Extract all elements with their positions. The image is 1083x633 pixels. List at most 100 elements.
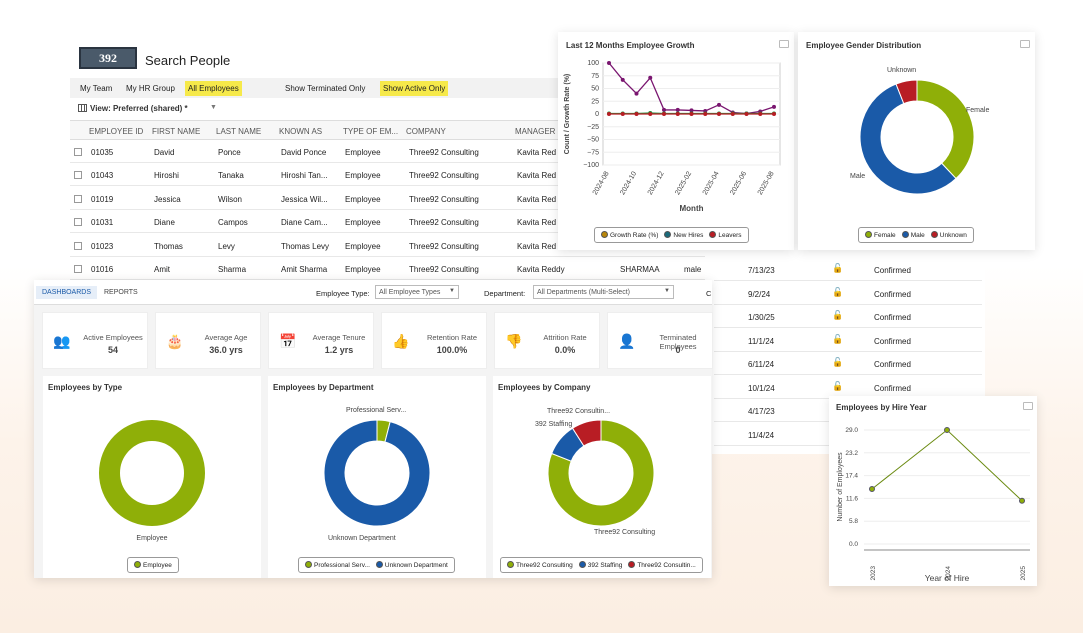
tab-reports[interactable]: REPORTS	[104, 289, 138, 296]
lock-icon[interactable]: 🔓	[832, 333, 844, 344]
kpi-value: 0	[675, 345, 681, 355]
table-cell: 01031	[91, 218, 114, 228]
kpi-label: Average Tenure	[312, 333, 366, 342]
kpi-card: 🎂 Average Age 36.0 yrs	[155, 312, 261, 369]
status-cell: Confirmed	[874, 289, 911, 299]
chart-menu-icon[interactable]	[1023, 402, 1033, 410]
kpi-value: 100.0%	[436, 345, 468, 355]
col-type[interactable]: TYPE OF EM...	[343, 127, 399, 136]
employee-type-select[interactable]: All Employee Types ▼	[375, 285, 459, 299]
status-cell: Confirmed	[874, 336, 911, 346]
legend-item-leavers: Leavers	[709, 231, 742, 239]
chart-menu-icon[interactable]	[779, 40, 789, 48]
row-checkbox[interactable]	[74, 148, 82, 156]
table-cell: Thomas	[154, 241, 183, 251]
table-row[interactable]: 01019 Jessica Wilson Jessica Wil... Employee…	[70, 187, 715, 210]
chart-menu-icon[interactable]	[1020, 40, 1030, 48]
toolbar-trailing-text: C	[706, 289, 712, 298]
view-selector[interactable]: View: Preferred (shared) *	[90, 104, 188, 113]
table-cell: Kavita Red	[517, 241, 557, 251]
col-known-as[interactable]: KNOWN AS	[279, 127, 323, 136]
table-row[interactable]: 1/30/25 🔓 Confirmed	[714, 305, 982, 328]
hire-date-cell: 7/13/23	[748, 266, 775, 275]
kpi-card: 👥 Active Employees 54	[42, 312, 148, 369]
col-first-name[interactable]: FIRST NAME	[152, 127, 201, 136]
table-row[interactable]: 11/1/24 🔓 Confirmed	[714, 329, 982, 352]
row-checkbox[interactable]	[74, 218, 82, 227]
table-row[interactable]: 01023 Thomas Levy Thomas Levy Employee Three9…	[70, 234, 715, 257]
tab-all-employees[interactable]: All Employees	[185, 81, 242, 96]
hire-date-cell: 1/30/25	[748, 313, 775, 322]
kpi-value: 54	[107, 345, 118, 355]
legend-item-female: Female	[865, 231, 896, 239]
tab-dashboards[interactable]: DASHBOARDS	[36, 286, 98, 299]
table-cell: Campos	[218, 218, 248, 228]
table-row[interactable]: 01043 Hiroshi Tanaka Hiroshi Tan... Employee…	[70, 163, 715, 187]
table-row[interactable]: 9/2/24 🔓 Confirmed	[714, 282, 982, 305]
table-row[interactable]: 01035 David Ponce David Ponce Employee Three9…	[70, 140, 715, 163]
table-cell: Tanaka	[218, 171, 244, 181]
tab-my-hr-group[interactable]: My HR Group	[126, 84, 175, 93]
table-cell: Three92 Consulting	[409, 265, 479, 274]
chevron-down-icon[interactable]: ▼	[210, 104, 217, 111]
lock-icon[interactable]: 🔓	[832, 380, 844, 391]
lock-icon[interactable]: 🔓	[832, 357, 844, 367]
row-checkbox[interactable]	[74, 241, 82, 250]
card-employees-by-company	[493, 376, 711, 578]
row-checkbox[interactable]	[74, 265, 82, 273]
table-cell: 01016	[91, 265, 114, 274]
table-cell: Hiroshi Tan...	[281, 171, 328, 181]
table-cell: 01035	[91, 148, 114, 157]
table-cell: 01019	[91, 194, 114, 204]
table-row[interactable]: 7/13/23 🔓 Confirmed	[714, 258, 982, 281]
hire-date-cell: 11/1/24	[748, 336, 775, 346]
kpi-label: Attrition Rate	[543, 333, 587, 342]
chevron-down-icon: ▼	[664, 288, 670, 294]
show-active-toggle[interactable]: Show Active Only	[380, 81, 449, 96]
col-last-name[interactable]: LAST NAME	[216, 127, 262, 136]
legend-item-392-staffing: 392 Staffing	[578, 561, 622, 569]
table-cell: Jessica Wil...	[281, 194, 328, 204]
hire-date-cell: 9/2/24	[748, 289, 771, 299]
table-cell: Diane	[154, 218, 175, 228]
table-cell: 01043	[91, 171, 114, 181]
table-cell: David Ponce	[281, 148, 327, 157]
col-manager[interactable]: MANAGER	[515, 127, 556, 136]
legend-item-professional: Professional Serv...	[305, 561, 370, 569]
department-select[interactable]: All Departments (Multi-Select) ▼	[533, 285, 674, 299]
chart-title-hire-year: Employees by Hire Year	[836, 403, 927, 412]
lock-icon[interactable]: 🔓	[832, 263, 844, 273]
card-hire-year	[829, 396, 1037, 586]
legend-item-new-hires: New Hires	[664, 231, 703, 239]
chevron-down-icon: ▼	[449, 288, 455, 294]
people-icon: 👥	[53, 333, 71, 349]
table-row[interactable]: 6/11/24 🔓 Confirmed	[714, 352, 982, 375]
row-checkbox[interactable]	[74, 171, 82, 180]
hire-date-cell: 11/4/24	[748, 430, 775, 440]
row-checkbox[interactable]	[74, 194, 82, 203]
show-terminated-toggle[interactable]: Show Terminated Only	[285, 84, 366, 93]
col-company[interactable]: COMPANY	[406, 127, 446, 136]
card-employees-by-type	[43, 376, 261, 578]
table-cell: David	[154, 148, 175, 157]
hire-date-cell: 6/11/24	[748, 360, 775, 369]
kpi-value: 1.2 yrs	[324, 345, 354, 355]
lock-icon[interactable]: 🔓	[832, 286, 844, 297]
table-cell: Employee	[345, 241, 381, 251]
card-employee-growth	[558, 32, 794, 250]
col-employee-id[interactable]: EMPLOYEE ID	[89, 127, 144, 136]
lock-icon[interactable]: 🔓	[832, 310, 844, 320]
table-row[interactable]: 01016 Amit Sharma Amit Sharma Employee Three9…	[70, 257, 715, 280]
table-row[interactable]: 01031 Diane Campos Diane Cam... Employee Thre…	[70, 210, 715, 234]
status-cell: Confirmed	[874, 360, 911, 369]
department-value: All Departments (Multi-Select)	[537, 289, 630, 296]
table-cell: Three92 Consulting	[409, 171, 479, 181]
hire-date-cell: 4/17/23	[748, 407, 775, 416]
table-cell: Sharma	[218, 265, 247, 274]
chart-title-type: Employees by Type	[48, 383, 123, 392]
tab-my-team[interactable]: My Team	[80, 84, 113, 93]
legend-item-unknown: Unknown	[930, 231, 967, 239]
legend-growth: Growth Rate (%) New Hires Leavers	[594, 227, 749, 243]
user-x-icon: 👤	[618, 333, 636, 349]
kpi-label: Retention Rate	[426, 333, 478, 342]
